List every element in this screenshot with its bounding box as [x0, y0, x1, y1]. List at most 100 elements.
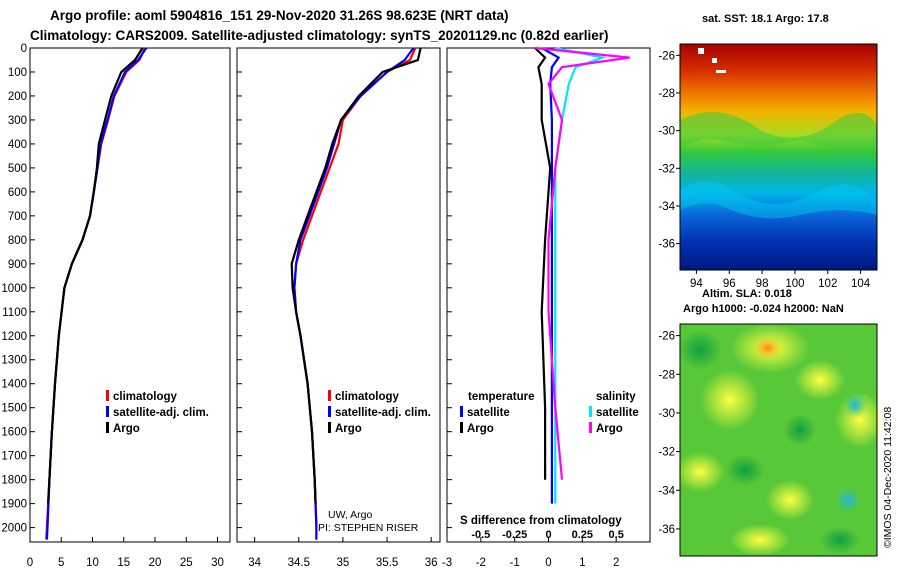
legend-swatch-satellite: [328, 406, 331, 417]
depth-tick-label: 1200: [1, 331, 27, 343]
map-x-tick-label: 104: [851, 278, 871, 290]
legend-label-argo: Argo: [113, 423, 140, 435]
legend-swatch-argo: [328, 422, 331, 433]
x-tick-label: 34: [248, 557, 261, 569]
depth-tick-label: 2000: [1, 523, 27, 535]
salinity-series: [290, 47, 422, 540]
x-tick-label: 10: [86, 557, 99, 569]
depth-tick-label: 100: [8, 67, 27, 79]
legend-label-temp-satellite: satellite: [467, 407, 510, 419]
depth-tick-label: 500: [8, 163, 27, 175]
x-tick-label: -2: [476, 557, 486, 569]
sla-low-region: [834, 486, 862, 514]
legend-title-salinity: salinity: [596, 391, 636, 403]
salinity-diff-tick-label: -0.5: [471, 529, 490, 541]
legend-label-sal-argo: Argo: [596, 423, 623, 435]
sla-low-region: [678, 330, 722, 370]
sst-map-title: sat. SST: 18.1 Argo: 17.8: [702, 13, 829, 25]
series-line-argo: [290, 47, 422, 504]
x-axis-ticks: 0 5 10 15 20 25 30 34 34.5 35 35.5 36 -3 -2 -1 0 1 2: [27, 537, 619, 569]
map-y-tick-label: -36: [658, 524, 675, 536]
sla-low-region: [784, 414, 816, 446]
difference-legend: temperature satellite Argo salinity sate…: [460, 391, 639, 435]
credit-line2: PI: STEPHEN RISER: [318, 522, 419, 534]
legend-title-temperature: temperature: [468, 391, 534, 403]
series-line-climatology: [293, 47, 417, 540]
depth-tick-label: 1900: [1, 499, 27, 511]
sla-peak: [754, 337, 782, 359]
depth-tick-label: 1100: [2, 307, 27, 319]
legend-swatch-temp-argo: [460, 422, 463, 433]
sla-low-region: [843, 392, 867, 418]
map-y-tick-label: -36: [658, 239, 675, 251]
map-y-tick-label: -34: [658, 201, 675, 213]
sst-map-frame: [679, 43, 878, 271]
legend-label-sal-satellite: satellite: [596, 407, 639, 419]
legend-swatch-climatology: [106, 390, 109, 401]
series-line-temperature-argo: [534, 47, 552, 480]
x-tick-label: 2: [613, 557, 619, 569]
temperature-panel-frame: [29, 47, 231, 543]
x-tick-label: 0: [545, 557, 551, 569]
depth-tick-label: 1500: [1, 403, 27, 415]
sst-missing-pixel: [716, 70, 726, 73]
map-y-tick-label: -28: [658, 88, 675, 100]
credit-line1: UW, Argo: [328, 509, 373, 521]
legend-label-argo: Argo: [335, 423, 362, 435]
salinity-panel-frame: [236, 47, 441, 543]
map-y-tick-label: -30: [658, 408, 675, 420]
sla-high-region: [730, 524, 790, 556]
map-x-tick-label: 94: [690, 278, 703, 290]
sla-map: [675, 323, 885, 557]
x-tick-label: 15: [117, 557, 130, 569]
sst-map-axes: -26 -28 -30 -32 -34 -36 94 96 98 100 102 104: [658, 50, 870, 290]
legend-swatch-satellite: [106, 406, 109, 417]
x-tick-label: 36: [425, 557, 438, 569]
depth-tick-label: 1700: [1, 451, 27, 463]
legend-swatch-sal-satellite: [589, 406, 592, 417]
sst-map: [679, 43, 878, 271]
x-tick-label: 34.5: [288, 557, 310, 569]
sst-missing-pixel: [712, 58, 717, 63]
sla-high-region: [700, 370, 760, 430]
depth-tick-label: 600: [8, 187, 27, 199]
depth-tick-label: 900: [8, 259, 27, 271]
sla-low-region: [820, 526, 860, 554]
x-tick-label: 20: [149, 557, 162, 569]
sla-high-region: [675, 452, 725, 492]
series-line-salinity-argo: [534, 46, 630, 480]
sla-map-title-line1: Altim. SLA: 0.018: [702, 288, 792, 300]
salinity-diff-tick-label: 0.5: [609, 529, 624, 541]
sst-map-field: [680, 44, 877, 270]
map-y-tick-label: -26: [658, 331, 675, 343]
temperature-series: [45, 47, 148, 540]
map-x-tick-label: 100: [785, 278, 804, 290]
salinity-diff-ticks: -0.5 -0.25 0 0.25 0.5: [471, 529, 623, 541]
legend-label-climatology: climatology: [113, 391, 178, 403]
depth-axis: 0 100 200 300 400 500 600 700 800 900 1000 1100 1200…: [1, 43, 452, 535]
x-tick-label: 25: [180, 557, 193, 569]
x-tick-label: 1: [579, 557, 585, 569]
depth-tick-label: 0: [21, 43, 27, 55]
depth-tick-label: 1000: [1, 283, 27, 295]
sla-high-region: [795, 360, 845, 400]
map-y-tick-label: -30: [658, 126, 675, 138]
sla-low-region: [725, 454, 765, 486]
map-x-tick-label: 102: [818, 278, 837, 290]
series-line-climatology: [45, 47, 146, 540]
map-y-tick-label: -32: [658, 163, 675, 175]
legend-label-satellite: satellite-adj. clim.: [335, 407, 431, 419]
sla-map-axes: -26 -28 -30 -32 -34 -36: [658, 331, 680, 536]
x-tick-label: -3: [442, 557, 452, 569]
series-line-satellite-adj-clim-: [45, 47, 148, 540]
map-y-tick-label: -32: [658, 447, 675, 459]
map-x-tick-label: 96: [723, 278, 736, 290]
depth-tick-label: 300: [8, 115, 27, 127]
legend-swatch-climatology: [328, 390, 331, 401]
depth-tick-label: 1600: [1, 427, 27, 439]
legend-label-satellite: satellite-adj. clim.: [113, 407, 209, 419]
sla-map-frame: [679, 323, 878, 557]
x-tick-label: 0: [27, 557, 33, 569]
salinity-diff-xlabel: S difference from climatology: [460, 515, 622, 527]
